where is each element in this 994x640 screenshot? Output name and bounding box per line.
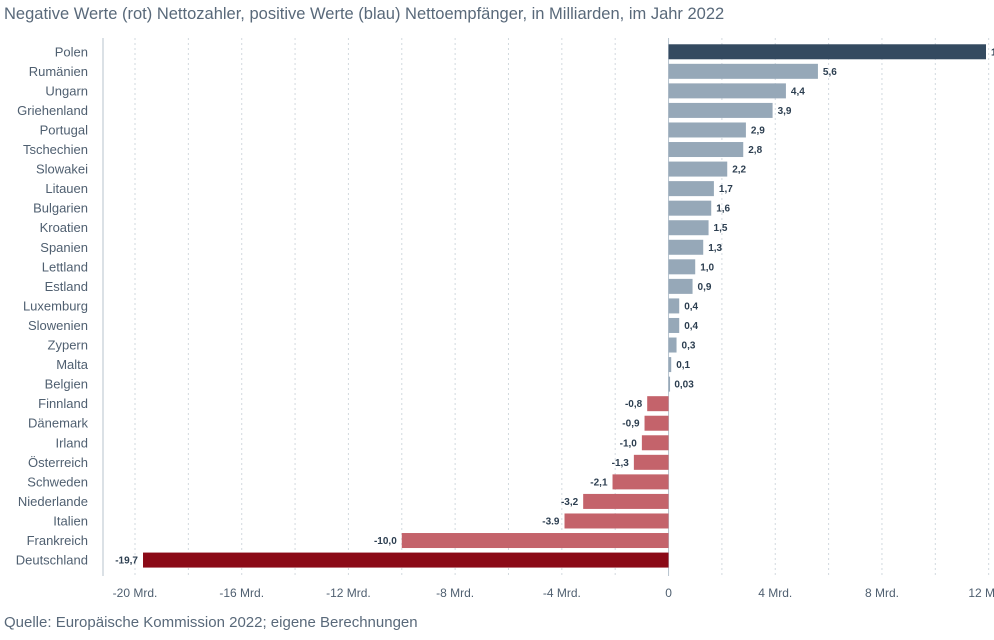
bar-frankreich — [401, 533, 669, 549]
category-label: Zypern — [48, 338, 88, 353]
bar-bulgarien — [668, 200, 712, 216]
bar-portugal — [668, 122, 746, 138]
category-label: Polen — [55, 44, 88, 59]
bar-malta — [668, 357, 672, 373]
bar-schweden — [612, 474, 669, 490]
category-label: Bulgarien — [33, 201, 88, 216]
value-label: 0,1 — [676, 360, 690, 371]
value-label: 2,9 — [751, 125, 765, 136]
grid-lines — [102, 38, 990, 576]
bar-dänemark — [644, 415, 669, 431]
bar-niederlande — [583, 493, 669, 509]
bar-polen — [668, 44, 986, 60]
value-label: -2,1 — [590, 477, 608, 488]
value-label: -10,0 — [374, 536, 397, 547]
value-label: 4,4 — [791, 86, 805, 97]
x-tick-label: 8 Mrd. — [865, 586, 899, 600]
value-label: 1,3 — [708, 243, 722, 254]
bar-ungarn — [668, 83, 786, 99]
bar-italien — [564, 513, 669, 529]
value-label: -1,0 — [620, 438, 638, 449]
value-label: 2,8 — [748, 145, 762, 156]
bar-luxemburg — [668, 298, 680, 314]
value-label: 0,03 — [674, 380, 694, 391]
chart-title: Negative Werte (rot) Nettozahler, positi… — [4, 5, 725, 23]
bar-tschechien — [668, 142, 744, 158]
value-label: 0,4 — [684, 321, 698, 332]
bar-rumänien — [668, 63, 818, 79]
x-tick-label: -4 Mrd. — [543, 586, 581, 600]
category-label: Estland — [45, 279, 88, 294]
bar-estland — [668, 278, 693, 294]
category-label: Malta — [56, 357, 89, 372]
category-label: Kroatien — [40, 220, 88, 235]
bar-kroatien — [668, 220, 709, 236]
bar-lettland — [668, 259, 696, 275]
category-label: Rumänien — [29, 64, 88, 79]
category-labels: Polen Rumänien Ungarn Griehenland Portugal Ts… — [16, 44, 89, 567]
value-label: 0,3 — [682, 341, 696, 352]
category-label: Tschechien — [23, 142, 88, 157]
value-label: 0,4 — [684, 301, 698, 312]
value-label: -3,2 — [561, 497, 579, 508]
category-label: Belgien — [45, 377, 88, 392]
value-label: 1,6 — [716, 204, 730, 215]
bar-spanien — [668, 239, 704, 255]
bar-deutschland — [143, 552, 669, 568]
category-label: Litauen — [45, 181, 88, 196]
category-label: Portugal — [40, 122, 89, 137]
value-label: 2,2 — [732, 165, 746, 176]
category-label: Frankreich — [27, 533, 88, 548]
bar-zypern — [668, 337, 677, 353]
category-label: Schweden — [27, 474, 88, 489]
x-tick-label: 12 Mrd. — [968, 586, 994, 600]
category-label: Griehenland — [17, 103, 88, 118]
value-label: 1,5 — [714, 223, 728, 234]
category-label: Slowakei — [36, 162, 88, 177]
bar-finnland — [647, 396, 669, 412]
value-label: -19,7 — [115, 556, 138, 567]
x-tick-label: -12 Mrd. — [326, 586, 371, 600]
bars — [143, 44, 986, 568]
category-label: Spanien — [40, 240, 88, 255]
category-label: Ungarn — [45, 83, 88, 98]
value-label: 3,9 — [778, 106, 792, 117]
bar-griehenland — [668, 102, 773, 118]
x-axis-ticks: -20 Mrd. -16 Mrd. -12 Mrd. -8 Mrd. -4 Mrd. 0 4… — [113, 586, 994, 600]
value-label: 5,6 — [823, 67, 837, 78]
bar-irland — [641, 435, 669, 451]
value-label: -0,9 — [622, 419, 640, 430]
x-tick-label: 0 — [665, 586, 672, 600]
value-label: -1,3 — [612, 458, 630, 469]
category-label: Italien — [53, 513, 88, 528]
x-tick-label: -8 Mrd. — [436, 586, 474, 600]
value-labels: 11,9 5,6 4,4 3,9 2,9 2,82,2 1,7 1,6 1,5 1,3 1,0 0,9… — [115, 47, 994, 566]
category-label: Deutschland — [16, 553, 88, 568]
value-label: 0,9 — [698, 282, 712, 293]
value-label: 1,7 — [719, 184, 733, 195]
bar-österreich — [633, 454, 669, 470]
bar-slowenien — [668, 317, 680, 333]
value-label: -3.9 — [542, 516, 560, 527]
x-tick-label: 4 Mrd. — [758, 586, 792, 600]
category-label: Finnland — [38, 396, 88, 411]
category-label: Luxemburg — [23, 298, 88, 313]
value-label: 1,0 — [700, 262, 714, 273]
x-tick-label: -16 Mrd. — [219, 586, 264, 600]
category-label: Österreich — [28, 455, 88, 470]
source-note: Quelle: Europäische Kommission 2022; eig… — [4, 614, 418, 631]
bar-belgien — [668, 376, 671, 392]
category-label: Dänemark — [28, 416, 88, 431]
x-tick-label: -20 Mrd. — [113, 586, 158, 600]
category-label: Slowenien — [28, 318, 88, 333]
category-label: Irland — [55, 435, 88, 450]
value-label: 11,9 — [991, 47, 994, 58]
bar-litauen — [668, 181, 714, 197]
category-label: Lettland — [42, 259, 88, 274]
bar-slowakei — [668, 161, 728, 177]
value-label: -0,8 — [625, 399, 643, 410]
category-label: Niederlande — [18, 494, 88, 509]
